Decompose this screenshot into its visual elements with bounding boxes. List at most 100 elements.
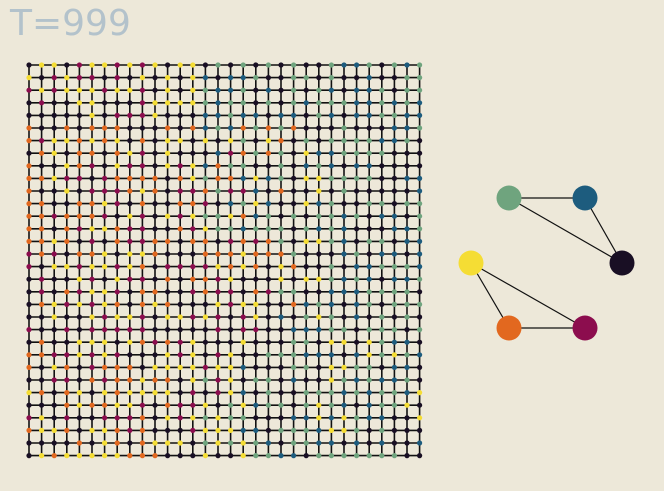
lattice-node (51, 427, 57, 433)
lattice-node (26, 62, 32, 68)
lattice-node (240, 314, 246, 320)
lattice-node (366, 125, 372, 131)
lattice-node (177, 175, 183, 181)
lattice-node (417, 339, 423, 345)
lattice-node (215, 125, 221, 131)
lattice-node (202, 75, 208, 81)
lattice-node (190, 314, 196, 320)
lattice-node (102, 125, 108, 131)
lattice-node (253, 264, 259, 270)
lattice-node (253, 390, 259, 396)
lattice-node (328, 100, 334, 106)
lattice-node (64, 238, 70, 244)
lattice-node (240, 100, 246, 106)
lattice-node (51, 188, 57, 194)
lattice-node (51, 402, 57, 408)
lattice-node (139, 402, 145, 408)
lattice-node (202, 226, 208, 232)
lattice-node (265, 87, 271, 93)
lattice-node (89, 163, 95, 169)
lattice-node (278, 390, 284, 396)
lattice-node (89, 390, 95, 396)
lattice-node (190, 87, 196, 93)
lattice-node (89, 62, 95, 68)
lattice-node (190, 440, 196, 446)
lattice-node (341, 276, 347, 282)
lattice-node (253, 150, 259, 156)
lattice-node (177, 352, 183, 358)
lattice-node (215, 213, 221, 219)
lattice-node (354, 213, 360, 219)
lattice-node (102, 87, 108, 93)
lattice-node (26, 427, 32, 433)
lattice-node (303, 188, 309, 194)
lattice-node (316, 226, 322, 232)
legend-edge (508, 197, 623, 264)
lattice-node (278, 163, 284, 169)
lattice-node (391, 314, 397, 320)
lattice-node (228, 339, 234, 345)
lattice-node (39, 251, 45, 257)
lattice-node (253, 125, 259, 131)
lattice-node (404, 75, 410, 81)
lattice-node (240, 289, 246, 295)
lattice-node (265, 352, 271, 358)
lattice-node (316, 402, 322, 408)
lattice-node (391, 238, 397, 244)
lattice-node (240, 150, 246, 156)
lattice-node (127, 62, 133, 68)
lattice-node (240, 125, 246, 131)
lattice-node (417, 100, 423, 106)
lattice-node (89, 276, 95, 282)
lattice-node (76, 301, 82, 307)
lattice-node (253, 213, 259, 219)
lattice-node (76, 112, 82, 118)
lattice-node (328, 440, 334, 446)
lattice-node (228, 289, 234, 295)
lattice-node (228, 150, 234, 156)
lattice-node (76, 75, 82, 81)
lattice-node (404, 100, 410, 106)
lattice-node (114, 327, 120, 333)
lattice-node (190, 301, 196, 307)
lattice-node (341, 213, 347, 219)
lattice-node (152, 377, 158, 383)
lattice-node (152, 453, 158, 459)
lattice-node (265, 251, 271, 257)
lattice-node (51, 238, 57, 244)
lattice-node (354, 264, 360, 270)
lattice-node (102, 138, 108, 144)
lattice-node (177, 226, 183, 232)
lattice-node (404, 125, 410, 131)
lattice-node (303, 440, 309, 446)
lattice-node (253, 440, 259, 446)
lattice-node (165, 301, 171, 307)
lattice-node (152, 125, 158, 131)
lattice-node (278, 87, 284, 93)
lattice-node (404, 188, 410, 194)
lattice-node (328, 402, 334, 408)
lattice-node (291, 314, 297, 320)
lattice-node (265, 238, 271, 244)
lattice-node (228, 364, 234, 370)
lattice-node (152, 276, 158, 282)
lattice-node (202, 238, 208, 244)
lattice-node (379, 87, 385, 93)
lattice-node (354, 364, 360, 370)
lattice-node (139, 314, 145, 320)
lattice-node (76, 201, 82, 207)
lattice-node (102, 100, 108, 106)
lattice-node (89, 150, 95, 156)
lattice-node (202, 201, 208, 207)
lattice-node (202, 364, 208, 370)
lattice-node (316, 264, 322, 270)
lattice-node (391, 402, 397, 408)
lattice-node (114, 150, 120, 156)
lattice-node (89, 453, 95, 459)
lattice-node (202, 289, 208, 295)
lattice-node (278, 440, 284, 446)
lattice-node (152, 163, 158, 169)
lattice-node (152, 87, 158, 93)
lattice-node (165, 163, 171, 169)
lattice-node (165, 352, 171, 358)
